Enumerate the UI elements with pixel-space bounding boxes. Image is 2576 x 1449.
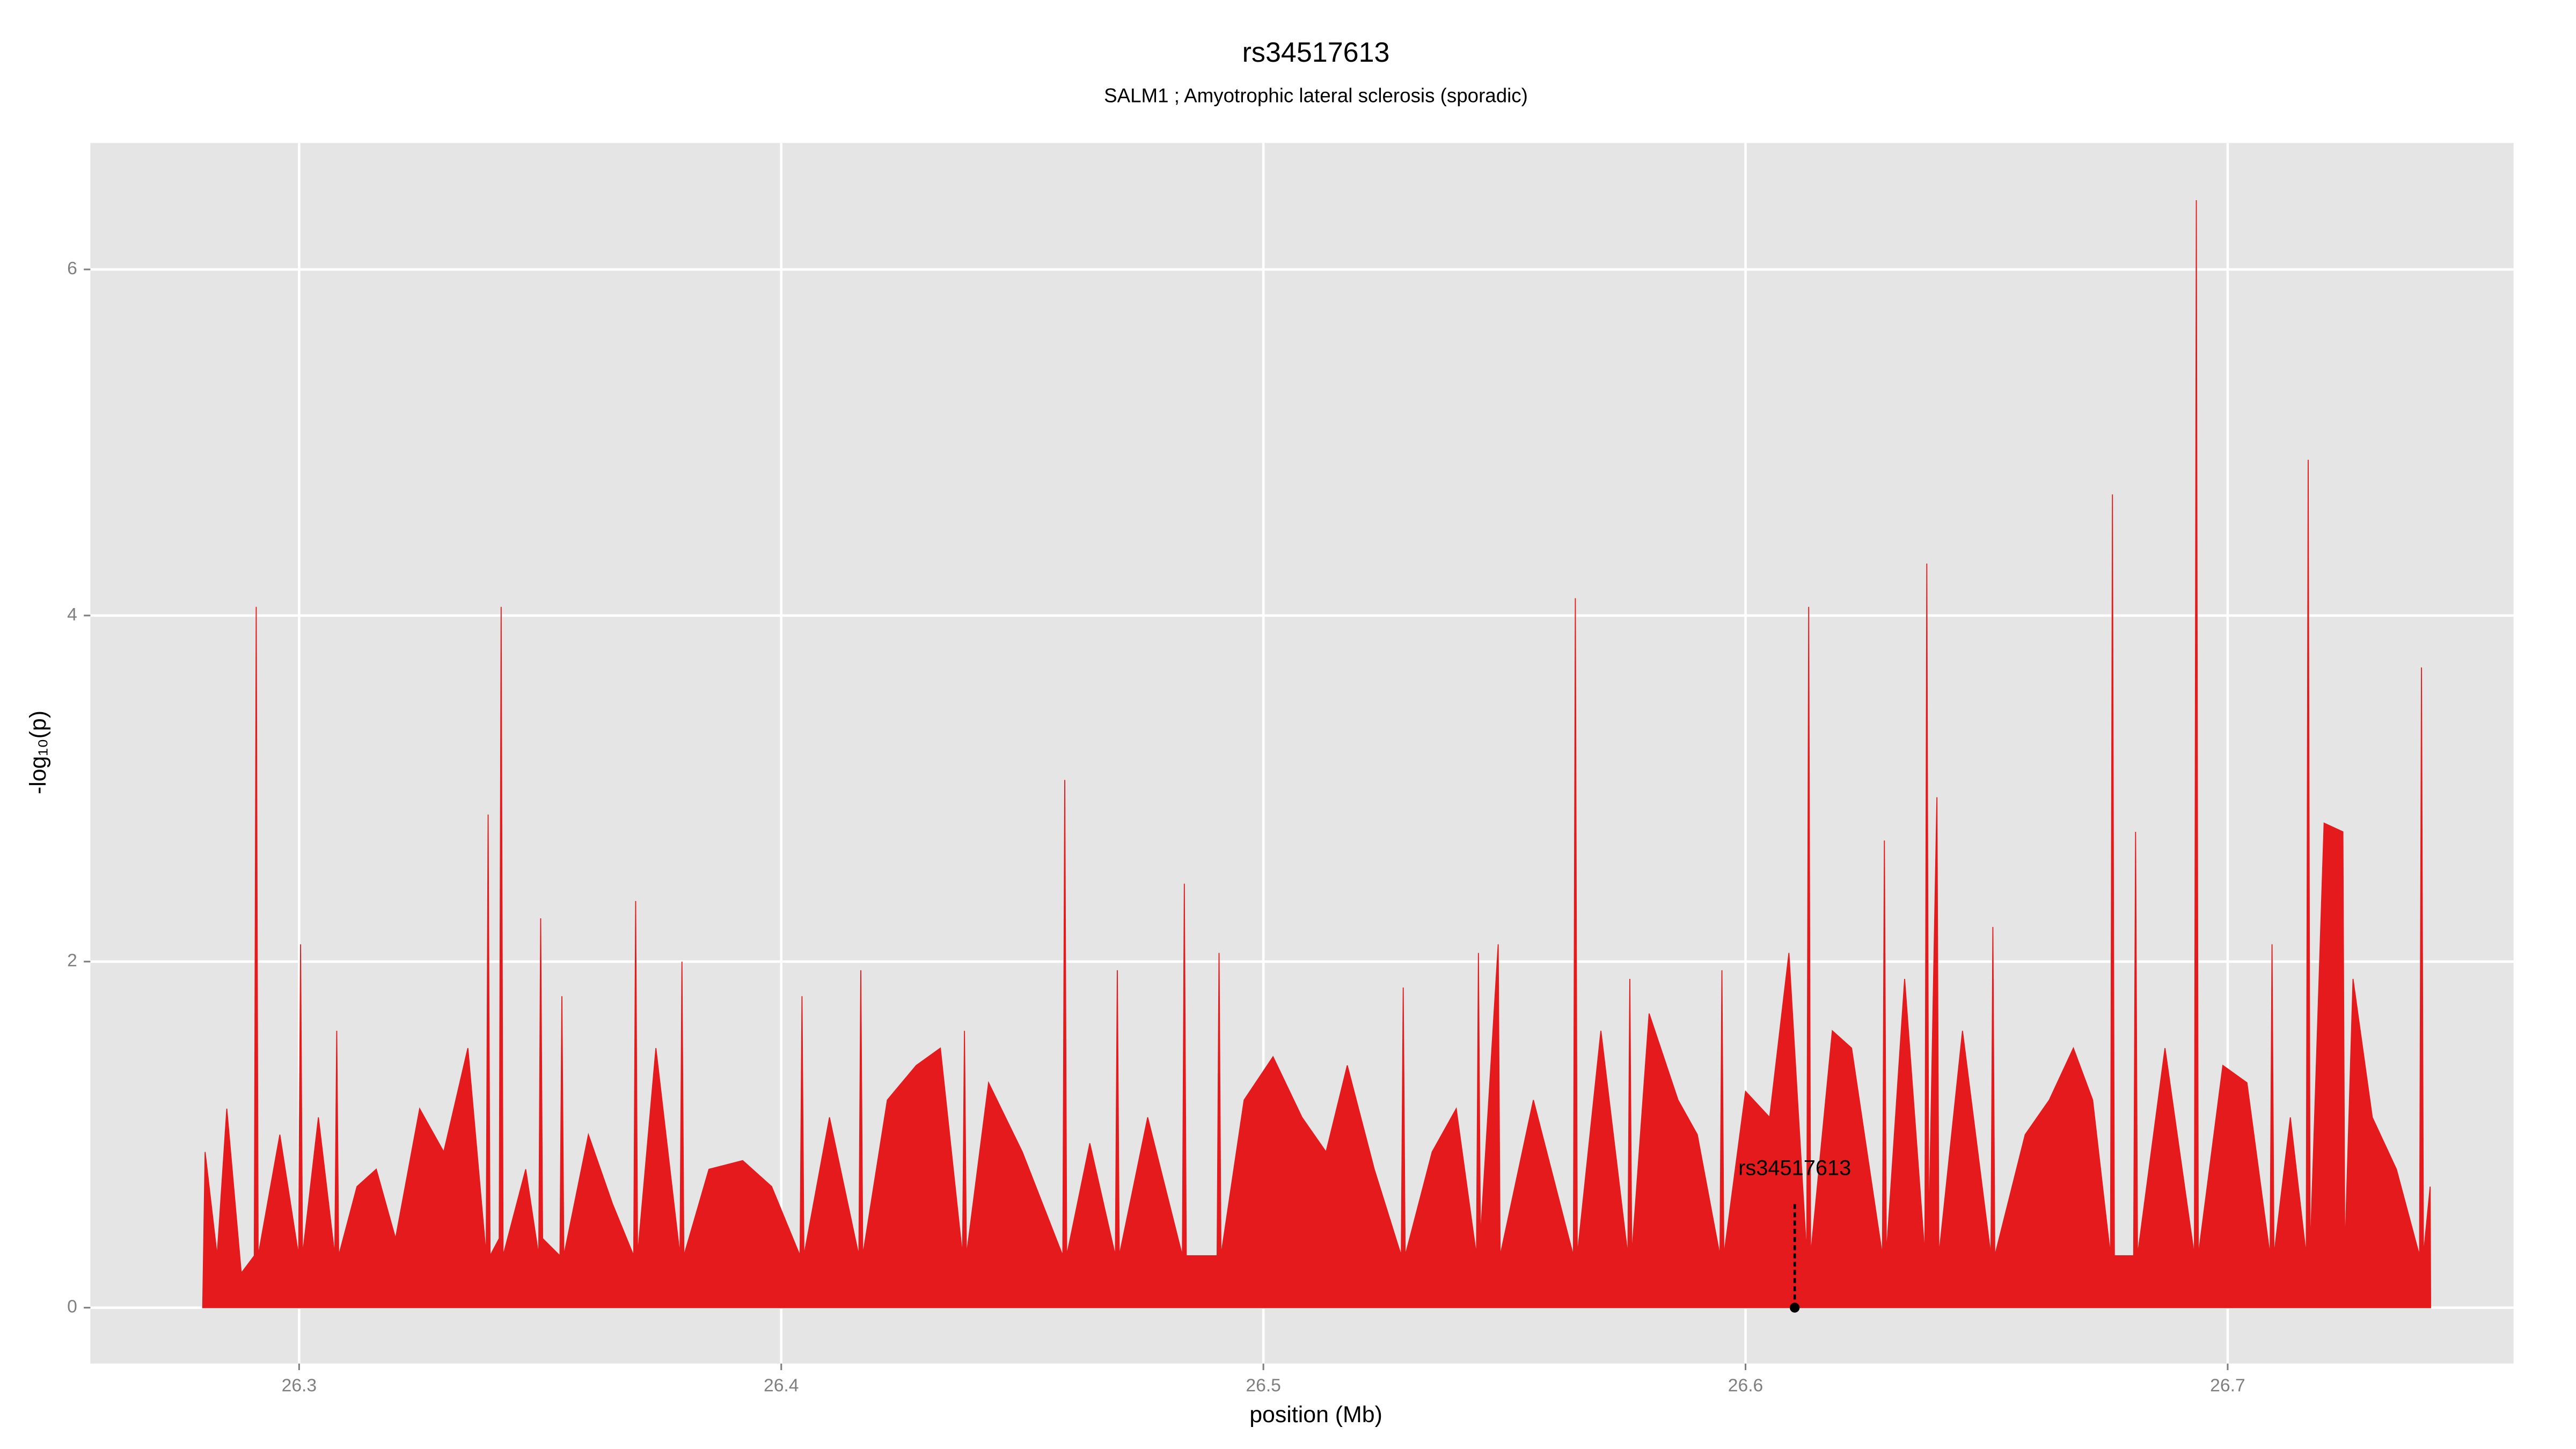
y-tick-label: 0 — [67, 1297, 77, 1317]
chart-subtitle: SALM1 ; Amyotrophic lateral sclerosis (s… — [1104, 84, 1528, 106]
x-axis-title: position (Mb) — [1249, 1402, 1382, 1428]
x-tick-label: 26.6 — [1728, 1376, 1763, 1396]
x-tick-label: 26.4 — [764, 1376, 799, 1396]
y-axis-title: -log₁₀(p) — [25, 711, 51, 794]
annotation-label: rs34517613 — [1738, 1156, 1851, 1180]
x-tick-label: 26.5 — [1246, 1376, 1281, 1396]
y-tick-label: 6 — [67, 259, 77, 279]
area — [202, 200, 2432, 1308]
annotation-point — [1789, 1302, 1800, 1313]
x-tick-label: 26.3 — [282, 1376, 317, 1396]
y-tick-label: 2 — [67, 951, 77, 971]
x-tick-label: 26.7 — [2210, 1376, 2245, 1396]
chart-title: rs34517613 — [1242, 37, 1390, 68]
y-tick-label: 4 — [67, 605, 77, 625]
